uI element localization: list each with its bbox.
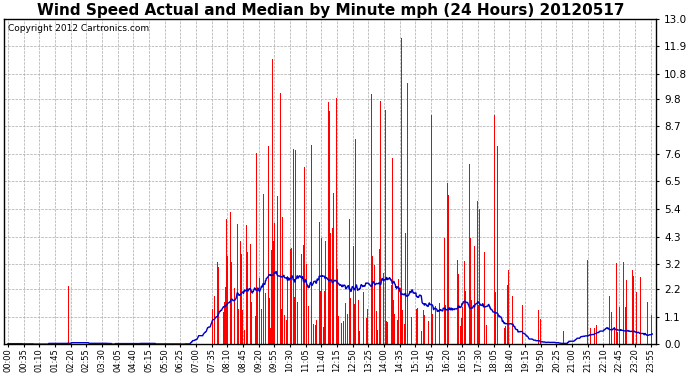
Text: Copyright 2012 Cartronics.com: Copyright 2012 Cartronics.com	[8, 24, 149, 33]
Title: Wind Speed Actual and Median by Minute mph (24 Hours) 20120517: Wind Speed Actual and Median by Minute m…	[37, 3, 624, 18]
